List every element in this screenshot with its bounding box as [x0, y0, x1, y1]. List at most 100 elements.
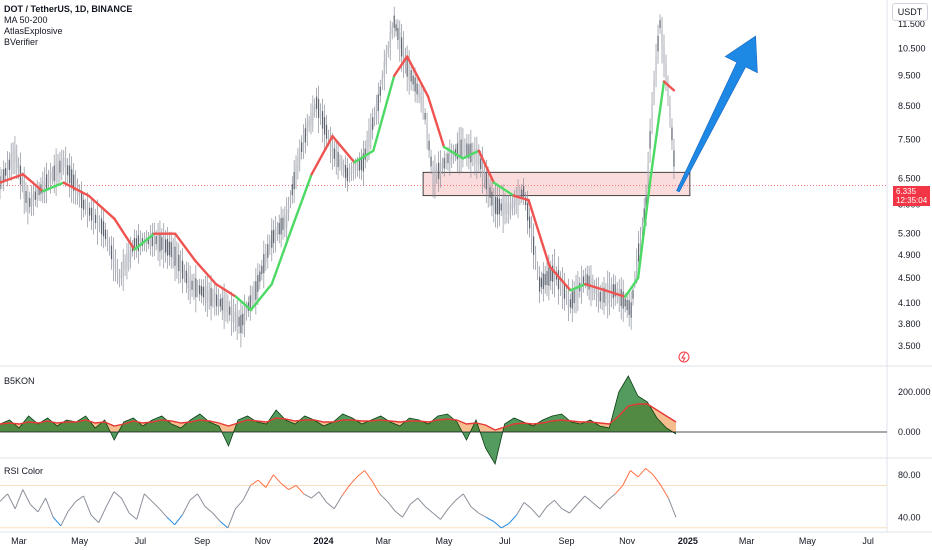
price-body: [44, 177, 46, 192]
price-body: [432, 171, 434, 186]
time-tick-label: Jul: [135, 536, 147, 546]
rsi-segment: [311, 491, 320, 499]
price-body: [487, 178, 489, 195]
ma-segment: [234, 295, 253, 312]
price-body: [153, 232, 155, 246]
chart-legend: DOT / TetherUS, 1D, BINANCE MA 50-200 At…: [4, 4, 132, 48]
ma-segment: [405, 55, 430, 98]
price-body: [410, 70, 412, 82]
price-tick-label: 5.300: [898, 229, 921, 239]
ma-segment: [133, 232, 156, 251]
oscillator-title[interactable]: B5KON: [4, 376, 35, 386]
price-body: [346, 167, 349, 182]
price-body: [164, 239, 167, 253]
price-body: [259, 271, 261, 282]
price-body: [542, 273, 544, 290]
indicator-bverifier[interactable]: BVerifier: [4, 37, 39, 47]
price-body: [636, 258, 638, 273]
price-body: [274, 226, 277, 242]
ma-segment: [636, 173, 653, 280]
price-tick-label: 4.900: [898, 250, 921, 260]
rsi-segment: [371, 480, 381, 495]
price-body: [447, 153, 449, 164]
price-body: [265, 251, 267, 263]
price-body: [69, 165, 71, 184]
price-body: [395, 24, 397, 32]
rsi-segment: [341, 485, 350, 497]
price-body: [191, 280, 193, 290]
ma-segment: [662, 80, 676, 92]
price-body: [157, 233, 159, 249]
price-tick-label: 9.500: [898, 71, 921, 81]
time-tick-label: Mar: [11, 536, 27, 546]
price-body: [605, 289, 607, 299]
rsi-segment: [554, 499, 563, 510]
price-body: [314, 104, 316, 112]
rsi-segment: [326, 502, 335, 510]
price-tick-label: 8.500: [898, 101, 921, 111]
price-body: [663, 46, 665, 64]
symbol-title[interactable]: DOT / TetherUS, 1D, BINANCE: [4, 4, 133, 14]
rsi-segment: [637, 468, 646, 478]
rsi-segment: [151, 500, 160, 510]
price-body: [308, 120, 310, 128]
price-body: [540, 278, 543, 288]
rsi-segment: [667, 497, 677, 518]
indicator-ma[interactable]: MA 50-200: [4, 15, 48, 25]
price-body: [18, 163, 20, 173]
arrow-shape: [676, 35, 758, 193]
price-body: [133, 238, 135, 251]
rsi-title[interactable]: RSI Color: [4, 466, 44, 476]
price-body: [671, 127, 673, 141]
price-body: [57, 162, 59, 175]
price-body: [75, 180, 77, 194]
price-body: [445, 157, 447, 165]
price-body: [278, 223, 280, 235]
price-body: [214, 292, 216, 306]
price-body: [563, 283, 566, 299]
price-body: [534, 252, 537, 263]
price-body: [236, 311, 238, 328]
rsi-segment: [136, 493, 145, 520]
rsi-segment: [584, 495, 593, 503]
price-body: [55, 161, 57, 181]
price-body: [217, 296, 220, 308]
rsi-segment: [37, 497, 47, 513]
rsi-segment: [128, 512, 138, 520]
rsi-segment: [614, 485, 624, 495]
price-body: [552, 265, 554, 282]
price-body: [161, 237, 163, 250]
time-tick-label: Jul: [862, 536, 874, 546]
price-body: [661, 30, 663, 49]
time-tick-label: Jul: [499, 536, 511, 546]
ma-segment: [604, 289, 627, 298]
price-body: [212, 294, 214, 302]
rsi-segment: [288, 484, 297, 491]
price-body: [597, 287, 600, 302]
price-body: [3, 169, 5, 182]
price-body: [104, 229, 107, 240]
ma-segment: [331, 134, 356, 164]
price-body: [414, 77, 416, 92]
ma-segment: [649, 80, 666, 176]
lightning-icon-circle: [678, 351, 690, 363]
price-body: [460, 139, 462, 158]
price-body: [249, 295, 251, 310]
indicator-atlas[interactable]: AtlasExplosive: [4, 26, 63, 36]
price-body: [569, 299, 572, 308]
price-body: [180, 259, 182, 273]
price-body: [10, 153, 12, 169]
rsi-segment: [181, 500, 191, 516]
price-body: [416, 83, 418, 95]
price-body: [321, 111, 324, 129]
price-body: [323, 117, 326, 135]
osc-tick-label: 0.000: [898, 427, 921, 437]
currency-button[interactable]: USDT: [892, 3, 928, 21]
price-body: [538, 276, 541, 292]
price-body: [426, 123, 428, 138]
price-body: [406, 58, 408, 77]
price-body: [315, 96, 318, 109]
price-body: [480, 158, 482, 170]
price-body: [626, 299, 628, 310]
